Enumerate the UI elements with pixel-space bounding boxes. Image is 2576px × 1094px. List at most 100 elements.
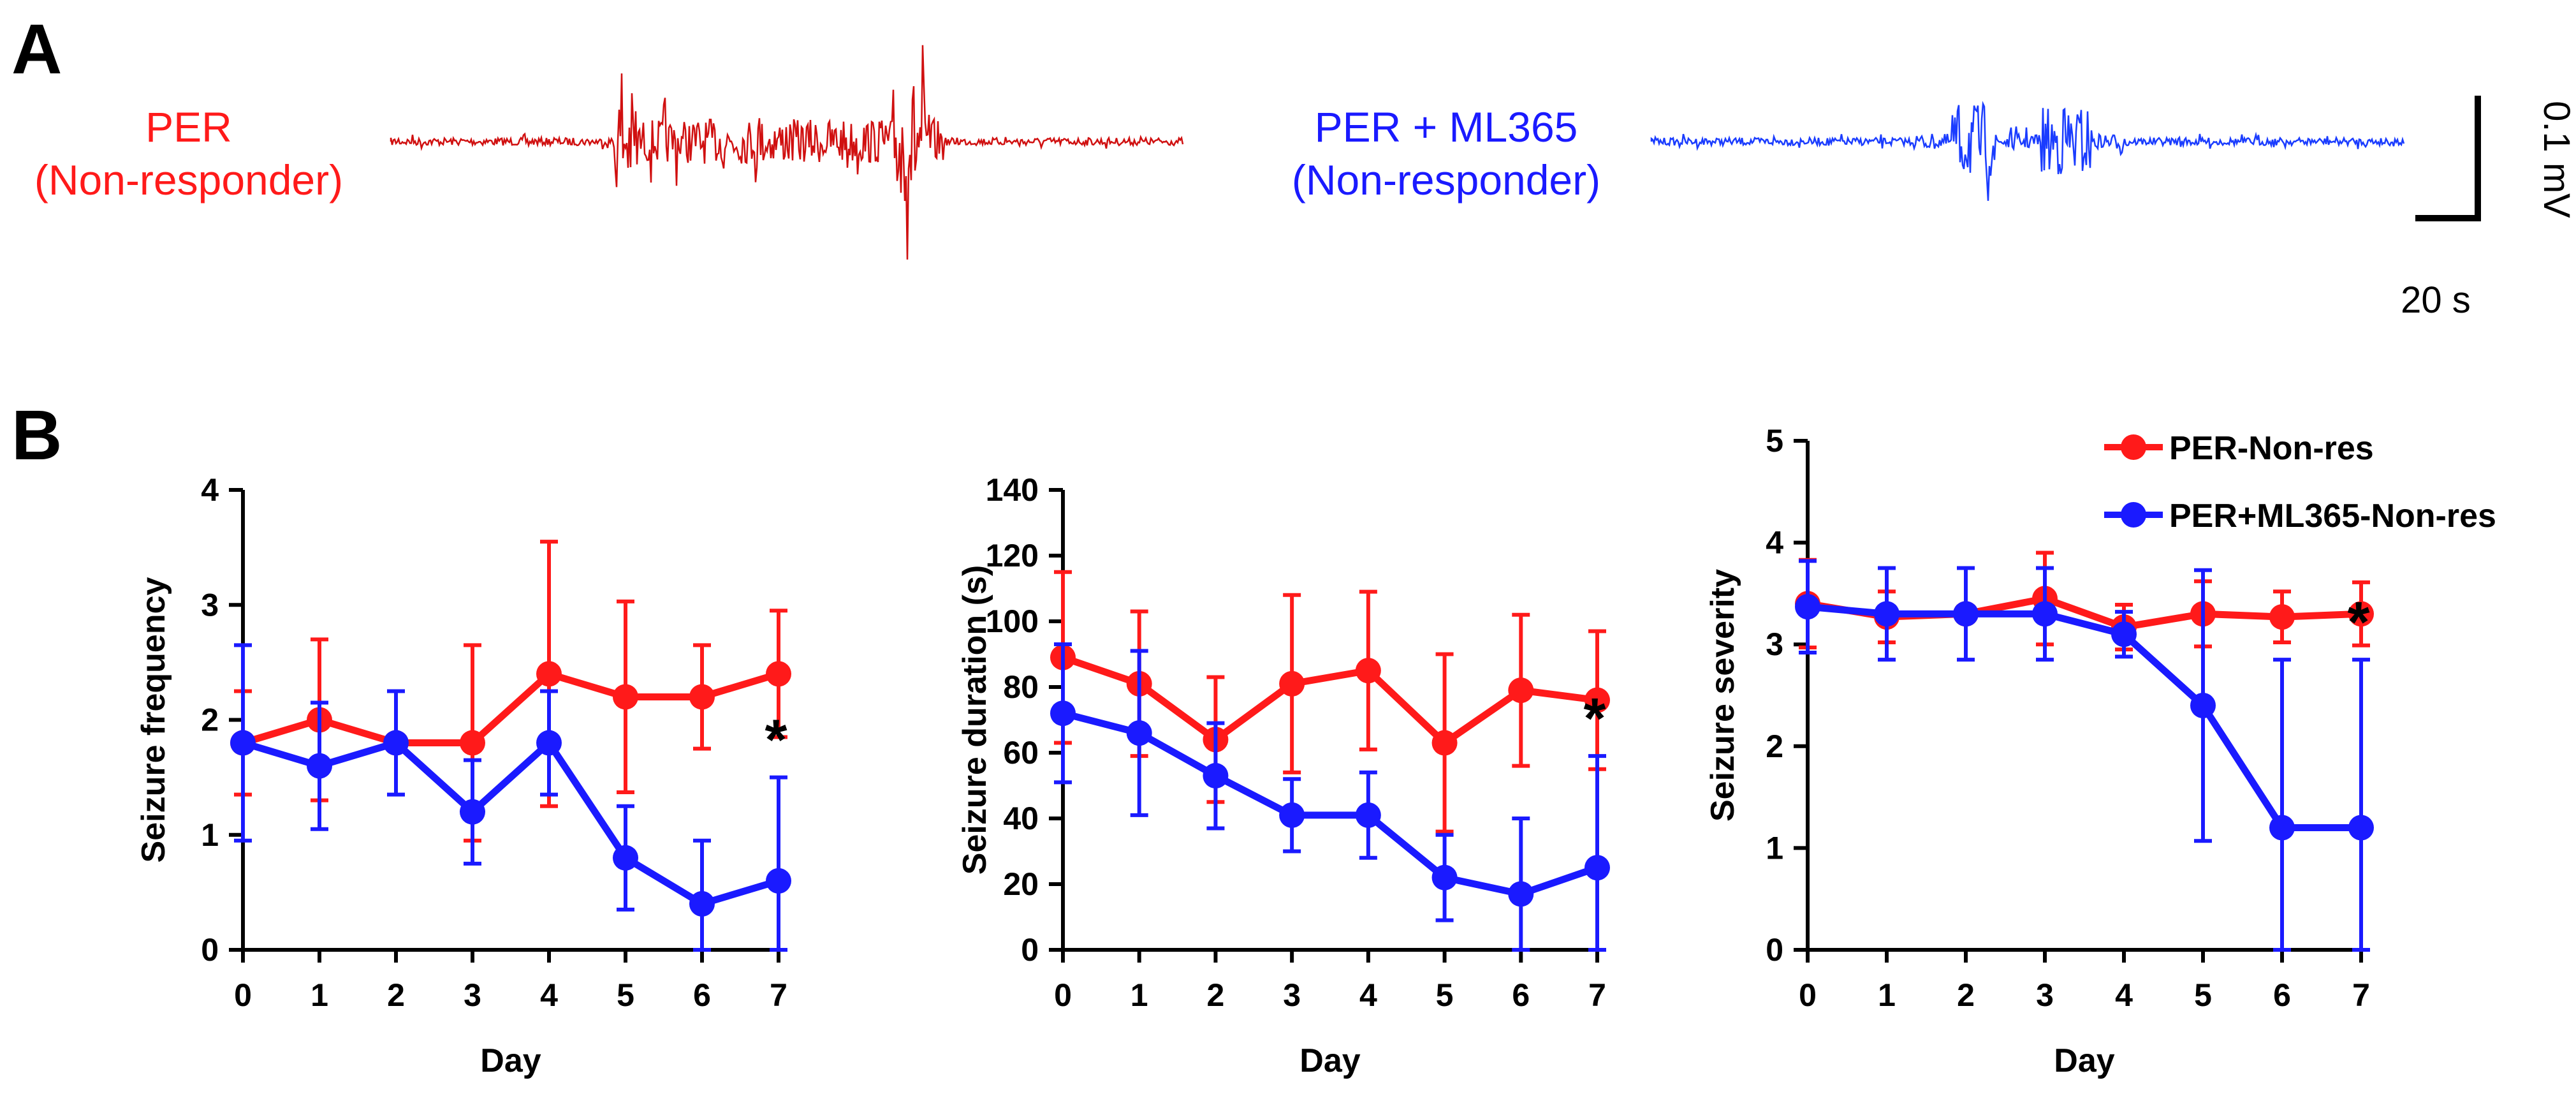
x-tick-label: 2 <box>387 977 405 1013</box>
panel-a-label: A <box>11 10 62 89</box>
data-point <box>460 799 485 825</box>
y-tick-label: 5 <box>1766 423 1783 459</box>
data-point <box>2269 815 2295 840</box>
legend-marker-blue <box>2121 502 2146 528</box>
data-point <box>230 730 256 756</box>
x-tick-label: 0 <box>1799 977 1817 1013</box>
data-point <box>1050 700 1076 726</box>
y-tick-label: 120 <box>986 538 1039 573</box>
data-point <box>1795 594 1820 619</box>
data-point <box>1584 855 1610 880</box>
data-point <box>613 684 638 709</box>
figure-canvas: A PER (Non-responder) PER + ML365 (Non-r… <box>0 0 2576 1094</box>
significance-asterisk: * <box>765 709 787 772</box>
data-point <box>689 891 715 917</box>
y-tick-label: 3 <box>1766 626 1783 662</box>
y-tick-label: 1 <box>201 817 219 853</box>
data-point <box>1127 720 1152 746</box>
x-tick-label: 7 <box>2352 977 2370 1013</box>
eeg-trace-per-ml365 <box>1651 104 2404 201</box>
y-tick-label: 4 <box>201 472 219 508</box>
y-tick-label: 60 <box>1003 735 1039 771</box>
x-tick-label: 0 <box>234 977 252 1013</box>
figure: A PER (Non-responder) PER + ML365 (Non-r… <box>0 0 2576 1094</box>
y-tick-label: 1 <box>1766 830 1783 866</box>
legend-label-0: PER-Non-res <box>2169 430 2374 467</box>
scale-bar-horizontal-label: 20 s <box>2401 279 2471 321</box>
y-tick-label: 0 <box>201 932 219 968</box>
data-point <box>383 730 409 756</box>
y-axis-title: Seizure frequency <box>135 577 172 862</box>
legend-label-1: PER+ML365-Non-res <box>2169 498 2496 535</box>
y-axis-title: Seizure duration (s) <box>956 565 993 875</box>
significance-asterisk: * <box>1583 687 1606 751</box>
data-point <box>1279 802 1305 828</box>
data-point <box>460 730 485 756</box>
x-tick-label: 4 <box>540 977 558 1013</box>
x-axis-title: Day <box>2054 1042 2114 1079</box>
trace-right-label-line1: PER + ML365 <box>1315 103 1578 151</box>
x-axis-title: Day <box>1299 1042 1360 1079</box>
y-tick-label: 4 <box>1766 525 1783 561</box>
trace-right-label-line2: (Non-responder) <box>1292 156 1600 203</box>
data-point <box>1953 601 1979 626</box>
data-point <box>1432 730 1458 756</box>
data-point <box>1508 677 1533 703</box>
y-tick-label: 140 <box>986 472 1039 508</box>
data-point <box>2190 693 2216 718</box>
data-point <box>536 661 562 686</box>
data-point <box>1356 658 1381 683</box>
x-tick-label: 3 <box>464 977 481 1013</box>
error-bar <box>770 778 787 950</box>
y-tick-label: 3 <box>201 587 219 623</box>
x-tick-label: 4 <box>1359 977 1377 1013</box>
x-tick-label: 6 <box>693 977 711 1013</box>
data-point <box>766 661 791 686</box>
data-point <box>2348 815 2374 840</box>
y-axis-title: Seizure severity <box>1704 569 1741 822</box>
x-tick-label: 6 <box>2273 977 2291 1013</box>
data-point <box>613 845 638 871</box>
x-tick-label: 3 <box>2036 977 2054 1013</box>
y-tick-label: 40 <box>1003 801 1039 836</box>
data-point <box>2032 601 2058 626</box>
x-tick-label: 0 <box>1054 977 1072 1013</box>
series-red <box>230 542 791 841</box>
data-point <box>1279 671 1305 697</box>
data-point <box>1356 802 1381 828</box>
error-bar <box>2273 660 2291 950</box>
data-point <box>1432 865 1458 891</box>
series-line <box>1808 607 2361 827</box>
x-tick-label: 2 <box>1957 977 1975 1013</box>
y-tick-label: 0 <box>1766 932 1783 968</box>
data-point <box>766 868 791 894</box>
data-point <box>1874 601 1899 626</box>
data-point <box>307 753 332 779</box>
panel-b-label: B <box>11 396 62 475</box>
data-point <box>2111 621 2137 647</box>
trace-left-label-line1: PER <box>145 103 232 151</box>
scale-bar <box>2415 96 2481 220</box>
x-tick-label: 6 <box>1512 977 1530 1013</box>
x-tick-label: 4 <box>2115 977 2133 1013</box>
data-point <box>2269 604 2295 630</box>
x-tick-label: 1 <box>311 977 328 1013</box>
y-tick-label: 20 <box>1003 866 1039 902</box>
x-tick-label: 5 <box>2194 977 2212 1013</box>
trace-left-label-line2: (Non-responder) <box>34 156 343 203</box>
scale-bar-vertical-label: 0.1 mV <box>2536 101 2576 218</box>
significance-asterisk: * <box>2347 591 2369 654</box>
legend-marker-red <box>2121 434 2146 460</box>
y-tick-label: 2 <box>1766 728 1783 764</box>
data-point <box>689 684 715 709</box>
x-tick-label: 2 <box>1207 977 1225 1013</box>
y-tick-label: 80 <box>1003 669 1039 705</box>
x-tick-label: 7 <box>1588 977 1606 1013</box>
chart-0: 0 1 2 3 4 0 1 2 3 4 5 6 7 Day Seizure frequency * <box>135 472 791 1079</box>
x-tick-label: 1 <box>1131 977 1148 1013</box>
x-tick-label: 3 <box>1283 977 1301 1013</box>
series-red <box>1050 572 1610 832</box>
x-tick-label: 7 <box>770 977 787 1013</box>
y-tick-label: 0 <box>1021 932 1039 968</box>
y-tick-label: 100 <box>986 603 1039 639</box>
